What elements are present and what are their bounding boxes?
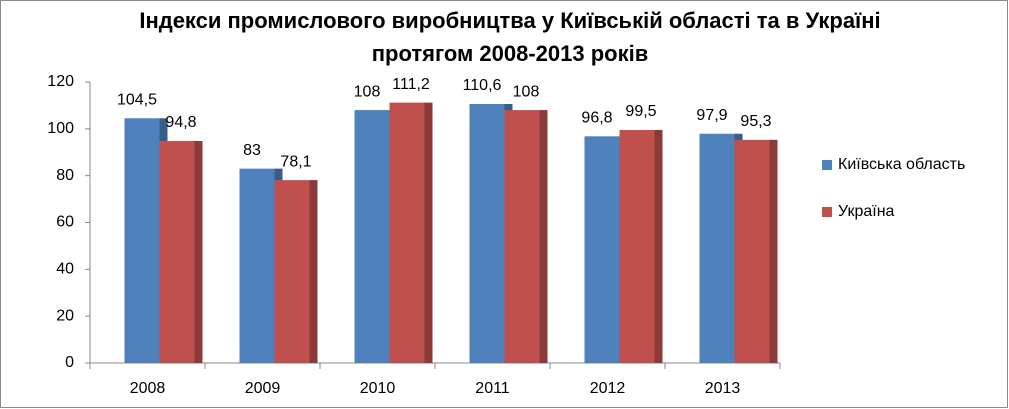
x-tick-label: 2010 bbox=[360, 380, 396, 397]
bar bbox=[239, 168, 275, 363]
x-tick-label: 2008 bbox=[130, 380, 166, 397]
y-tick-label: 40 bbox=[56, 261, 74, 278]
legend-swatch bbox=[822, 207, 832, 217]
bar bbox=[734, 139, 770, 363]
bar-side bbox=[539, 110, 548, 363]
x-tick-label: 2011 bbox=[475, 380, 510, 397]
legend-label: Київська область bbox=[838, 156, 965, 173]
legend-label: Україна bbox=[838, 203, 895, 220]
y-tick-label: 100 bbox=[47, 120, 74, 137]
bar-side bbox=[424, 102, 433, 364]
bar bbox=[584, 136, 620, 363]
value-label: 110,6 bbox=[463, 77, 502, 94]
x-tick-label: 2009 bbox=[245, 380, 281, 397]
bar-side bbox=[769, 139, 778, 363]
y-tick-label: 60 bbox=[56, 214, 74, 231]
value-label: 97,9 bbox=[696, 107, 727, 124]
value-label: 95,3 bbox=[740, 113, 771, 130]
bar bbox=[389, 102, 425, 364]
chart-title: протягом 2008-2013 років bbox=[372, 41, 648, 66]
y-tick-label: 120 bbox=[47, 73, 74, 90]
legend-swatch bbox=[822, 160, 832, 170]
y-tick-label: 80 bbox=[56, 167, 74, 184]
value-label: 108 bbox=[513, 83, 540, 100]
bar-side bbox=[194, 141, 203, 363]
bar bbox=[274, 180, 310, 363]
value-label: 104,5 bbox=[117, 92, 157, 109]
value-label: 111,2 bbox=[392, 76, 430, 93]
bar bbox=[469, 104, 505, 364]
bar bbox=[159, 141, 195, 363]
bar bbox=[699, 133, 735, 363]
value-label: 108 bbox=[354, 83, 381, 100]
bar bbox=[619, 130, 655, 363]
value-label: 78,1 bbox=[280, 153, 311, 170]
x-tick-label: 2012 bbox=[590, 380, 626, 397]
value-label: 99,5 bbox=[625, 103, 656, 120]
value-label: 83 bbox=[243, 142, 261, 159]
bar-side bbox=[309, 180, 318, 363]
value-label: 96,8 bbox=[581, 110, 612, 127]
bar bbox=[124, 118, 160, 363]
x-tick-label: 2013 bbox=[705, 380, 741, 397]
value-label: 94,8 bbox=[165, 114, 196, 131]
y-tick-label: 20 bbox=[56, 307, 74, 324]
bar bbox=[354, 110, 390, 363]
bar bbox=[504, 110, 540, 363]
y-tick-label: 0 bbox=[65, 354, 74, 371]
bar-side bbox=[654, 130, 663, 363]
chart-title: Індекси промислового виробництва у Київс… bbox=[139, 8, 880, 33]
